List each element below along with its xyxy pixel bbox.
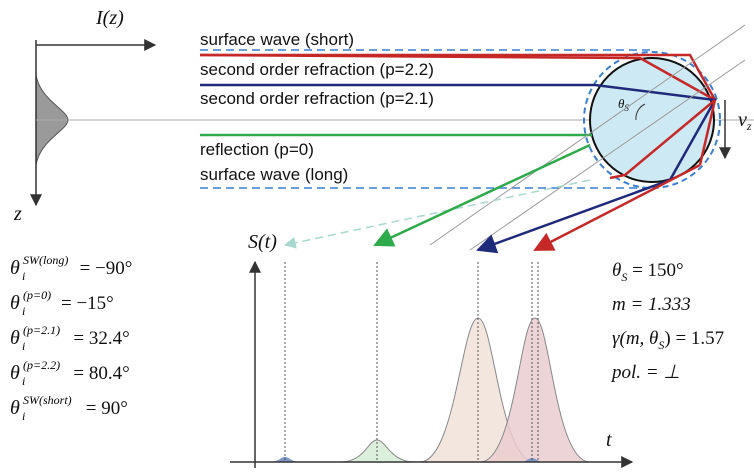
angle-symbol: θ [618, 96, 625, 111]
ray-internal [609, 99, 716, 180]
ray-internal-2 [698, 99, 717, 166]
parameter: θS = 150° [612, 260, 684, 284]
gaussian-profile [35, 40, 69, 166]
angle-arc [635, 103, 646, 121]
ray-label: reflection (p=0) [200, 140, 314, 159]
angle-symbol: θ [10, 292, 20, 314]
angle-subscript: i [22, 304, 25, 318]
angle-symbol: θ [10, 327, 20, 349]
out-p21 [476, 178, 671, 254]
droplet-outline [583, 51, 721, 189]
angle-subscript: i [22, 269, 25, 283]
angle-subscript: i [22, 374, 25, 388]
velocity-label: vz [738, 109, 752, 133]
angle-subscript: i [22, 339, 25, 353]
angle-superscript: SW(short) [23, 393, 72, 407]
guide-line [469, 59, 746, 251]
parameter-value: ) = 1.57 [664, 328, 724, 349]
ray-p22 [199, 53, 716, 102]
parameter-text: m = 1.333 [612, 294, 691, 315]
depth-label: z [13, 203, 22, 225]
angle-subscript: i [22, 409, 25, 423]
angle-superscript: SW(long) [23, 253, 68, 267]
angle-symbol: θ [10, 257, 20, 279]
parameter-sub: S [658, 338, 664, 352]
out-p22 [533, 163, 701, 252]
out-sw [283, 179, 591, 249]
angle-value: = 32.4° [73, 328, 129, 349]
peak-markers [284, 262, 539, 462]
angle-value: = −90° [80, 258, 133, 279]
angle-superscript: (p=2.1) [23, 323, 60, 337]
angle-superscript: (p=0) [23, 288, 51, 302]
angle-superscript: (p=2.2) [23, 358, 60, 372]
peak-p22 [479, 317, 591, 463]
angle-symbol: θ [10, 397, 20, 419]
angle-value: = 90° [86, 398, 128, 419]
out-p0 [373, 143, 591, 247]
angle-value: = −15° [61, 293, 114, 314]
ray-label: surface wave (long) [200, 165, 348, 184]
parameter: m = 1.333 [612, 294, 691, 315]
parameter-sub: S [621, 270, 627, 284]
signal-plot: S(t) t [230, 231, 634, 468]
parameter: pol. = ⊥ [610, 362, 680, 383]
angle-value: = 80.4° [73, 363, 129, 384]
parameter-text: γ(m, θ [612, 328, 658, 349]
ray-label: second order refraction (p=2.1) [200, 89, 434, 108]
intensity-profile: I(z) z [13, 7, 157, 225]
signal-label: S(t) [248, 231, 277, 253]
incidence-angles: θ SW(long)i = −90°θ (p=0)i = −15°θ (p=2.1)i = … [10, 253, 132, 423]
velocity-sub: z [746, 119, 752, 133]
intensity-label: I(z) [95, 7, 124, 29]
parameter: γ(m, θS) = 1.57 [612, 328, 724, 352]
ray-p21 [200, 83, 718, 181]
outgoing-rays [283, 24, 746, 254]
ray-label: second order refraction (p=2.2) [200, 60, 434, 79]
parameter-value: = 150° [627, 260, 683, 281]
parameter-text: pol. = ⊥ [610, 362, 680, 383]
ray-label: surface wave (short) [200, 30, 354, 49]
time-label: t [606, 429, 612, 451]
guide-line [429, 24, 746, 246]
velocity-symbol: v [738, 109, 747, 131]
rays [199, 49, 718, 189]
ray-labels: surface wave (short) second order refrac… [200, 30, 434, 184]
parameter-text: θ [612, 260, 621, 281]
angle-symbol: θ [10, 362, 20, 384]
